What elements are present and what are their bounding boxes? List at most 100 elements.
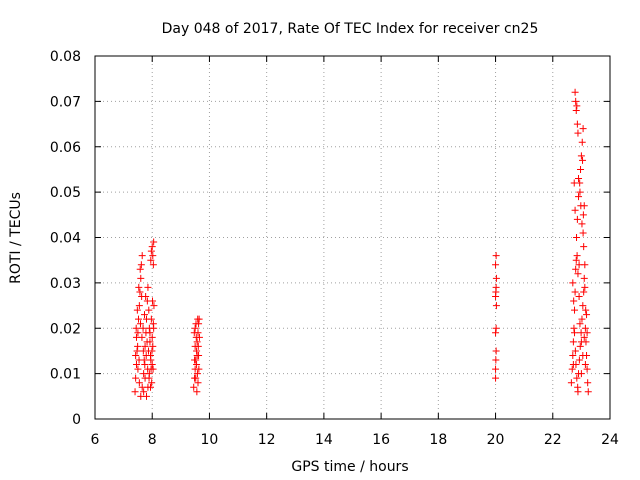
data-point: [148, 333, 156, 341]
data-point: [577, 165, 585, 173]
data-point: [147, 383, 155, 391]
data-point: [492, 365, 500, 373]
x-tick-label: 12: [258, 432, 276, 448]
data-point: [571, 329, 579, 337]
data-point: [143, 392, 150, 400]
data-point: [577, 338, 585, 346]
data-point: [575, 175, 583, 183]
data-point: [580, 333, 588, 341]
data-point: [575, 292, 583, 300]
data-point: [150, 238, 158, 246]
data-point: [572, 97, 580, 105]
data-point: [191, 356, 199, 364]
data-point: [573, 252, 581, 260]
data-point: [574, 129, 582, 137]
data-point: [137, 261, 145, 269]
data-point: [133, 347, 141, 355]
data-point: [492, 324, 500, 332]
data-point: [569, 338, 577, 346]
data-point: [575, 261, 583, 269]
data-point: [571, 347, 579, 355]
data-point: [580, 243, 588, 251]
data-point: [568, 365, 576, 373]
data-point: [139, 324, 147, 332]
data-point: [131, 388, 139, 396]
data-point: [139, 347, 147, 355]
data-point: [147, 247, 155, 255]
data-point: [574, 270, 582, 278]
data-point: [135, 356, 143, 364]
data-point: [149, 342, 157, 350]
data-point: [132, 324, 140, 332]
data-point: [579, 302, 587, 310]
data-point: [134, 365, 142, 373]
data-point: [573, 120, 581, 128]
data-point: [192, 374, 200, 382]
data-point: [576, 342, 584, 350]
data-point: [193, 388, 201, 396]
data-point: [579, 125, 587, 133]
data-point: [582, 306, 590, 314]
data-point: [571, 88, 579, 96]
data-point: [580, 274, 588, 282]
data-points: [131, 88, 592, 400]
data-point: [144, 283, 152, 291]
data-point: [575, 356, 583, 364]
y-tick-label: 0.03: [50, 276, 81, 292]
data-point: [573, 234, 581, 241]
data-point: [569, 351, 577, 359]
data-point: [492, 356, 500, 364]
x-tick-label: 16: [372, 432, 390, 448]
data-point: [583, 365, 591, 373]
data-point: [147, 256, 155, 264]
data-point: [571, 206, 579, 214]
x-tick-label: 18: [429, 432, 447, 448]
data-point: [581, 361, 589, 369]
data-point: [492, 261, 500, 269]
x-tick-label: 6: [91, 432, 100, 448]
data-point: [581, 283, 589, 291]
data-point: [574, 388, 582, 396]
data-point: [148, 379, 156, 387]
plot-frame: [94, 55, 611, 420]
data-point: [141, 342, 149, 350]
data-point: [194, 379, 202, 387]
y-tick-label: 0.02: [50, 321, 81, 337]
data-point: [571, 306, 579, 314]
grid: [95, 56, 610, 419]
data-point: [572, 265, 580, 273]
data-point: [140, 388, 148, 396]
x-axis-label: GPS time / hours: [291, 459, 408, 475]
data-point: [192, 333, 200, 341]
data-point: [570, 179, 578, 187]
data-point: [135, 302, 143, 310]
data-point: [193, 351, 201, 359]
data-point: [570, 324, 578, 332]
data-point: [583, 311, 591, 319]
data-point: [143, 338, 151, 346]
data-point: [145, 306, 153, 314]
data-point: [195, 365, 203, 373]
data-point: [579, 156, 587, 164]
data-point: [194, 342, 202, 350]
data-point: [138, 252, 146, 260]
y-tick-label: 0.08: [50, 49, 81, 65]
data-point: [190, 329, 198, 337]
data-point: [135, 379, 143, 387]
x-tick-label: 20: [487, 432, 505, 448]
data-point: [569, 361, 577, 369]
y-tick-label: 0.05: [50, 185, 81, 201]
data-point: [190, 383, 198, 391]
data-point: [571, 288, 579, 296]
data-point: [133, 306, 141, 314]
data-point: [149, 252, 157, 260]
data-point: [136, 288, 144, 296]
data-point: [134, 329, 142, 337]
data-point: [142, 351, 150, 359]
data-point: [575, 193, 583, 201]
data-point: [492, 329, 500, 337]
y-tick-label: 0.04: [50, 231, 81, 247]
data-point: [567, 379, 575, 387]
data-point: [192, 320, 200, 328]
